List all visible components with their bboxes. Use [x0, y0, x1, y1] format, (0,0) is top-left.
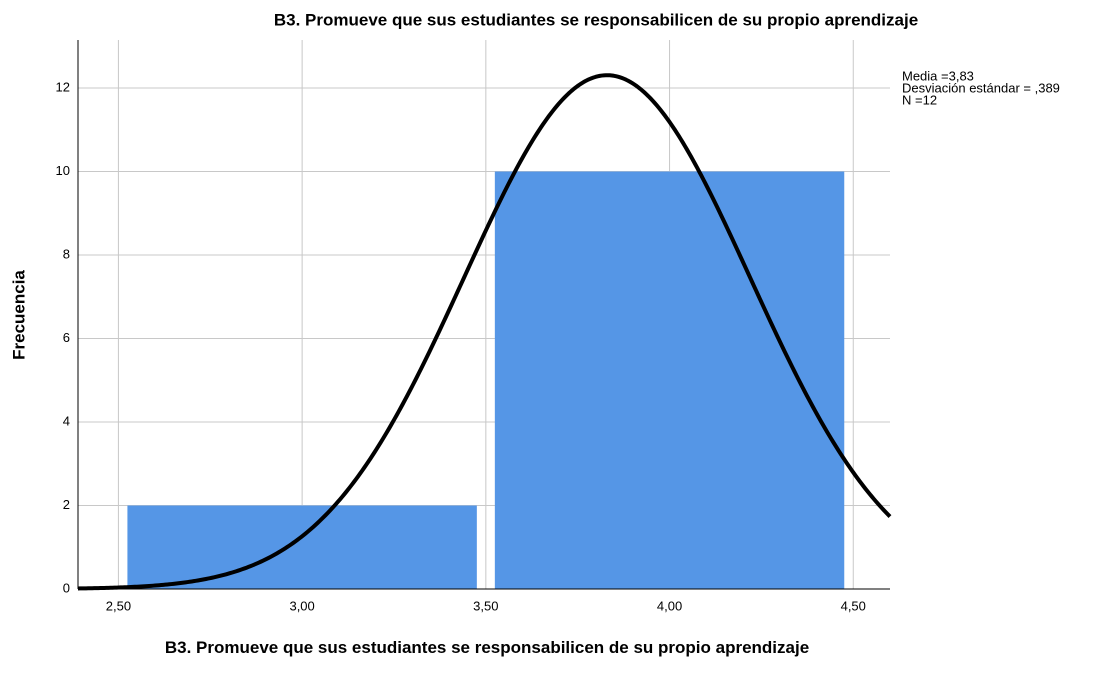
x-tick-label: 3,50 — [473, 598, 498, 613]
y-axis-label: Frecuencia — [9, 270, 28, 360]
x-tick-label: 3,00 — [289, 598, 314, 613]
stats-label: Media =3,83 — [902, 68, 974, 83]
y-tick-label: 4 — [63, 413, 70, 428]
y-tick-label: 2 — [63, 497, 70, 512]
x-axis-label: B3. Promueve que sus estudiantes se resp… — [164, 638, 810, 657]
y-tick-label: 12 — [56, 79, 70, 94]
bar — [494, 171, 845, 589]
y-tick-label: 6 — [63, 330, 70, 345]
y-tick-label: 0 — [63, 580, 70, 595]
x-tick-label: 4,00 — [657, 598, 682, 613]
chart-title: B3. Promueve que sus estudiantes se resp… — [274, 10, 918, 29]
y-tick-label: 10 — [56, 163, 70, 178]
stats-label: N =12 — [902, 92, 937, 107]
x-tick-label: 2,50 — [106, 598, 131, 613]
x-tick-label: 4,50 — [841, 598, 866, 613]
y-tick-label: 8 — [63, 246, 70, 261]
normal-curve — [77, 73, 892, 591]
stats-label: Desviación estándar = ,389 — [902, 80, 1060, 95]
bar — [127, 505, 477, 589]
